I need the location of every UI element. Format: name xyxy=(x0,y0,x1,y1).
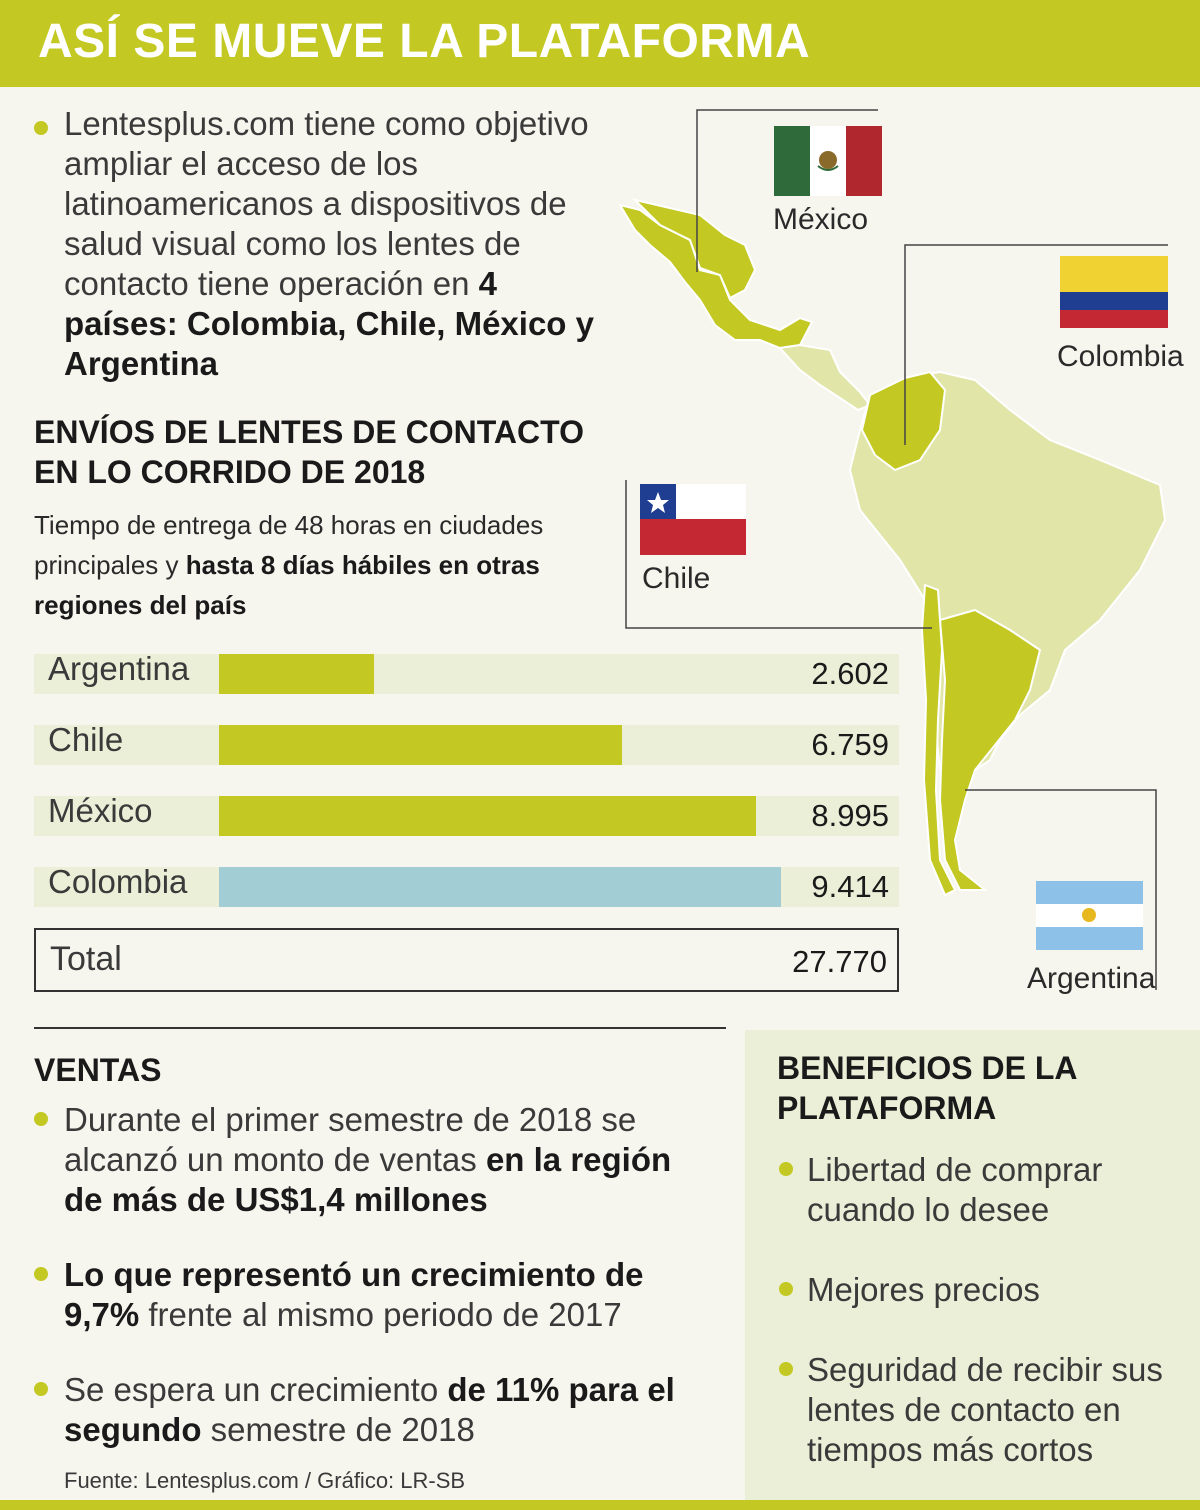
bar-argentina xyxy=(219,654,374,694)
map-argentina xyxy=(938,608,1042,891)
bar-chile xyxy=(219,725,622,765)
ventas-item-1: Durante el primer semestre de 2018 se al… xyxy=(64,1100,704,1220)
chart-title: ENVÍOS DE LENTES DE CONTACTO EN LO CORRI… xyxy=(34,412,654,492)
total-value: 27.770 xyxy=(792,944,887,979)
argentina-label: Argentina xyxy=(1027,962,1156,995)
bar-category-label: Argentina xyxy=(48,650,190,687)
bar-row-bg xyxy=(34,654,899,694)
beneficio-item: Mejores precios xyxy=(807,1271,1040,1308)
bullet-dot-icon xyxy=(34,1382,48,1396)
bar-category-label: México xyxy=(48,792,153,829)
total-row: Total 27.770 xyxy=(34,928,899,992)
subtitle-plain: Tiempo de entrega de 48 horas en ciudade… xyxy=(34,510,544,580)
colombia-flag-icon xyxy=(1060,256,1168,328)
source-note: Fuente: Lentesplus.com / Gráfico: LR-SB xyxy=(64,1468,466,1493)
ventas-item-2-text: frente al mismo periodo de 2017 xyxy=(139,1296,622,1333)
mexico-label: México xyxy=(773,203,869,236)
bar-category-label: Colombia xyxy=(48,863,188,900)
latin-america-map xyxy=(617,109,1168,990)
ventas-item-3-text-end: semestre de 2018 xyxy=(201,1411,475,1448)
bullet-dot-icon xyxy=(779,1282,793,1296)
bar-value-label: 2.602 xyxy=(811,656,889,691)
chart-subtitle: Tiempo de entrega de 48 horas en ciudade… xyxy=(34,505,554,625)
intro-bold: 4 países: Colombia, Chile, México y Arge… xyxy=(64,265,594,382)
bullet-dot-icon xyxy=(34,121,48,135)
mexico-flag-icon xyxy=(774,126,882,196)
intro-text: Lentesplus.com tiene como objetivo ampli… xyxy=(64,105,589,302)
bar-category-label: Chile xyxy=(48,721,124,758)
mexico-leader-line xyxy=(696,109,878,272)
chart-title-line1: ENVÍOS DE LENTES DE CONTACTO xyxy=(34,414,584,450)
chile-flag-icon xyxy=(640,484,746,555)
ventas-item-1-text: Durante el primer semestre de 2018 se al… xyxy=(64,1101,637,1178)
colombia-leader-line xyxy=(904,244,1168,445)
map-colombia xyxy=(860,370,947,472)
chile-label: Chile xyxy=(642,562,711,595)
ventas-item-3: Se espera un crecimiento de 11% para el … xyxy=(64,1370,704,1450)
shipments-bar-chart: Total 27.770 Argentina 2.602 Chile 6.759 Méx… xyxy=(34,650,899,994)
map-chile xyxy=(920,583,957,897)
map-mexico-north xyxy=(631,198,757,300)
argentina-leader-line xyxy=(965,789,1157,990)
bar-value-label: 6.759 xyxy=(811,727,889,762)
bar-colombia xyxy=(219,867,781,907)
total-label: Total xyxy=(50,940,122,978)
bullet-dot-icon xyxy=(34,1112,48,1126)
ventas-item-2-bold: Lo que representó un crecimiento de 9,7% xyxy=(64,1256,644,1333)
beneficio-item: Libertad de comprar cuando lo desee xyxy=(807,1151,1103,1228)
chile-leader-line xyxy=(625,480,932,629)
bullet-dot-icon xyxy=(779,1162,793,1176)
beneficios-panel: BENEFICIOS DE LA PLATAFORMA Libertad de … xyxy=(745,1030,1200,1500)
bar-value-label: 9.414 xyxy=(811,869,889,904)
section-divider xyxy=(34,1027,726,1029)
map-south-america xyxy=(848,370,1167,782)
bullet-dot-icon xyxy=(34,1267,48,1281)
ventas-item-1-bold: en la región de más de US$1,4 millones xyxy=(64,1141,672,1218)
ventas-item-3-text: Se espera un crecimiento xyxy=(64,1371,439,1408)
map-central-america xyxy=(778,343,872,412)
chart-title-line2: EN LO CORRIDO DE 2018 xyxy=(34,454,426,490)
beneficio-item: Seguridad de recibir sus lentes de conta… xyxy=(807,1351,1163,1468)
bar-mxico xyxy=(219,796,756,836)
bar-value-label: 8.995 xyxy=(811,798,889,833)
ventas-item-2: Lo que representó un crecimiento de 9,7%… xyxy=(64,1255,704,1335)
footer-bar xyxy=(0,1500,1200,1510)
subtitle-bold: hasta 8 días hábiles en otras regiones d… xyxy=(34,550,540,620)
page-title: ASÍ SE MUEVE LA PLATAFORMA xyxy=(38,15,811,68)
argentina-flag-icon xyxy=(1036,881,1143,950)
intro-paragraph: Lentesplus.com tiene como objetivo ampli… xyxy=(64,104,604,384)
bullet-dot-icon xyxy=(779,1362,793,1376)
ventas-item-3-bold: de 11% para el segundo xyxy=(64,1371,675,1448)
header-banner: ASÍ SE MUEVE LA PLATAFORMA xyxy=(0,0,1200,87)
beneficios-title: BENEFICIOS DE LA PLATAFORMA xyxy=(777,1050,1077,1126)
ventas-title: VENTAS xyxy=(34,1052,162,1088)
colombia-label: Colombia xyxy=(1057,340,1184,373)
